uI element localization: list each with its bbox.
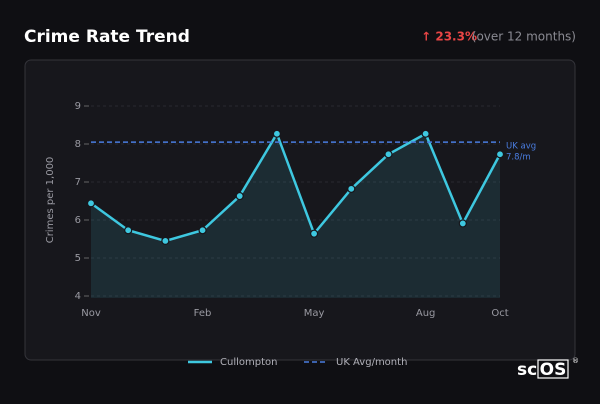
point: [347, 184, 356, 193]
reference-annotation: 7.8/m: [506, 153, 531, 163]
x-tick-label: Aug: [416, 308, 436, 319]
point: [421, 129, 430, 138]
y-tick-label: 8: [75, 139, 81, 150]
point: [124, 226, 133, 235]
point: [86, 199, 96, 208]
period: (over 12 months): [472, 30, 576, 44]
x-tick-label: May: [304, 308, 325, 319]
x-tick-label: Oct: [491, 308, 508, 319]
point: [495, 150, 505, 159]
x-tick-label: Feb: [194, 308, 212, 319]
y-axis-label: Crimes per 1,000: [45, 157, 56, 244]
legend-label: UK Avg/month: [336, 357, 407, 368]
point: [458, 219, 467, 228]
logo-prefix: sc: [517, 360, 537, 380]
change: ↑ 23.3%: [421, 30, 477, 44]
point: [384, 150, 393, 159]
x-tick-label: Nov: [81, 308, 101, 319]
point: [235, 191, 244, 201]
logo-mark: ®: [572, 357, 579, 365]
point: [161, 236, 170, 245]
y-tick-label: 6: [75, 215, 81, 226]
area: [91, 133, 500, 298]
point: [272, 129, 282, 138]
card: [24, 59, 576, 361]
y-tick-label: 4: [75, 291, 81, 302]
chart-title: Crime Rate Trend: [24, 27, 190, 47]
y-tick-label: 7: [75, 177, 81, 188]
legend-label: Cullompton: [220, 357, 277, 368]
point: [309, 229, 319, 238]
logo-boxed: OS: [540, 360, 567, 380]
logo-box: [537, 359, 569, 379]
line: [90, 130, 502, 243]
y-tick-label: 5: [75, 253, 81, 264]
reference-annotation: UK avg: [506, 142, 536, 152]
y-tick-label: 9: [75, 101, 81, 112]
point: [198, 226, 207, 235]
